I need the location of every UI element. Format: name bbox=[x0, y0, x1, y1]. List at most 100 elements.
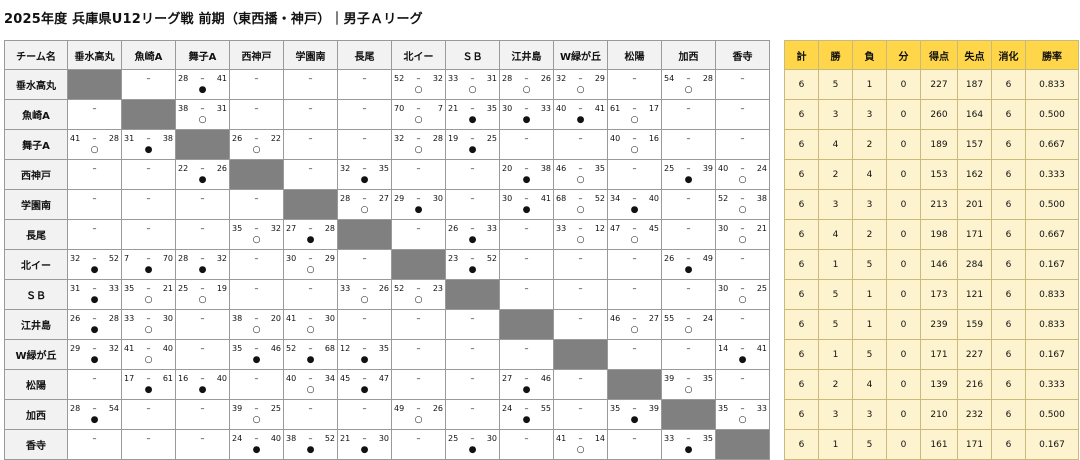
opponent-score: 55 bbox=[540, 404, 551, 413]
result-cell: – bbox=[445, 189, 500, 220]
standings-value: 153 bbox=[920, 159, 958, 190]
score-separator: – bbox=[632, 404, 637, 413]
standings-value: 187 bbox=[957, 69, 992, 100]
result-cell: – 23 52 ● bbox=[445, 249, 500, 280]
result-cell: – 30 33 ● bbox=[499, 99, 554, 130]
result-cell: – 40 34 ○ bbox=[283, 369, 338, 400]
standings-table: 計勝負分得点 失点 消化 勝率 6 5 1 0 227 187 6 0.833 6 3 3 0 260 164 6… bbox=[784, 40, 1079, 460]
result-cell: – bbox=[715, 129, 770, 160]
own-score: 35 bbox=[718, 404, 729, 413]
own-score: 33 bbox=[556, 224, 567, 233]
win-mark-icon: ○ bbox=[630, 145, 639, 155]
score-line: – 32 35 bbox=[338, 163, 391, 174]
standings-value: 2 bbox=[818, 369, 853, 400]
own-score: 35 bbox=[124, 284, 135, 293]
own-score: 54 bbox=[664, 74, 675, 83]
standings-value: 1 bbox=[818, 339, 853, 370]
win-mark-icon: ○ bbox=[738, 175, 747, 185]
row-team-name: 加西 bbox=[4, 399, 68, 430]
own-score: 22 bbox=[178, 164, 189, 173]
standings-column-header: 負 bbox=[852, 40, 887, 70]
opponent-score: 24 bbox=[702, 314, 713, 323]
standings-value: 6 bbox=[991, 249, 1026, 280]
score-separator: – bbox=[146, 284, 151, 293]
diagonal-cell bbox=[283, 189, 338, 220]
opponent-score: 7 bbox=[437, 104, 443, 113]
own-score: 23 bbox=[448, 254, 459, 263]
standings-value: 146 bbox=[920, 249, 958, 280]
no-match-dash: – bbox=[686, 224, 691, 233]
score-separator: – bbox=[200, 284, 205, 293]
no-match-dash: – bbox=[740, 314, 745, 323]
opponent-score: 23 bbox=[432, 284, 443, 293]
result-cell: – bbox=[337, 309, 392, 340]
no-match-dash: – bbox=[92, 374, 97, 383]
loss-mark-icon: ● bbox=[198, 175, 207, 185]
own-score: 27 bbox=[502, 374, 513, 383]
standings-value: 3 bbox=[818, 99, 853, 130]
opponent-score: 30 bbox=[486, 434, 497, 443]
result-cell: – 27 28 ● bbox=[283, 219, 338, 250]
opponent-score: 35 bbox=[486, 104, 497, 113]
score-separator: – bbox=[308, 374, 313, 383]
win-mark-icon: ○ bbox=[414, 415, 423, 425]
win-mark-icon: ○ bbox=[360, 205, 369, 215]
no-match-dash: – bbox=[524, 134, 529, 143]
opponent-score: 27 bbox=[378, 194, 389, 203]
score-separator: – bbox=[254, 404, 259, 413]
result-cell: – 52 68 ● bbox=[283, 339, 338, 370]
result-cell: – 12 35 ● bbox=[337, 339, 392, 370]
page-title: 2025年度 兵庫県U12リーグ戦 前期（東西播・神戸）｜男子Ａリーグ bbox=[4, 12, 423, 27]
standings-value: 0.500 bbox=[1025, 189, 1079, 220]
win-mark-icon: ○ bbox=[576, 235, 585, 245]
result-cell: – 24 40 ● bbox=[229, 429, 284, 460]
standings-value: 159 bbox=[957, 309, 992, 340]
opponent-score: 40 bbox=[270, 434, 281, 443]
loss-mark-icon: ● bbox=[198, 85, 207, 95]
opponent-score: 40 bbox=[162, 344, 173, 353]
result-cell: – 52 32 ○ bbox=[391, 69, 446, 100]
own-score: 31 bbox=[70, 284, 81, 293]
column-team-header: 西神戸 bbox=[229, 40, 284, 70]
score-line: – 38 20 bbox=[230, 313, 283, 324]
matrix-row: 舞子A – 41 28 ○ – 31 38 ● – 26 22 ○ – – – 32 28 ○ – 19 25 ● – – – 40… bbox=[4, 129, 770, 160]
result-cell: – bbox=[715, 369, 770, 400]
score-line: – 21 35 bbox=[446, 103, 499, 114]
score-separator: – bbox=[686, 164, 691, 173]
diagonal-cell bbox=[661, 399, 716, 430]
result-cell: – bbox=[391, 219, 446, 250]
column-team-header: 学園南 bbox=[283, 40, 338, 70]
score-separator: – bbox=[470, 74, 475, 83]
win-mark-icon: ○ bbox=[522, 85, 531, 95]
no-match-dash: – bbox=[200, 404, 205, 413]
score-separator: – bbox=[308, 224, 313, 233]
matrix-row: 西神戸 – – –22 26 ● – –32 35 ● – – –20 38 ● –46 35 ○ – –25 39 ● –… bbox=[4, 159, 770, 190]
opponent-score: 41 bbox=[594, 104, 605, 113]
opponent-score: 30 bbox=[432, 194, 443, 203]
diagonal-cell bbox=[337, 219, 392, 250]
standings-value: 3 bbox=[818, 189, 853, 220]
standings-column-header: 消化 bbox=[991, 40, 1026, 70]
standings-value: 6 bbox=[991, 129, 1026, 160]
result-cell: – 46 27 ○ bbox=[607, 309, 662, 340]
standings-value: 0 bbox=[886, 249, 921, 280]
win-mark-icon: ○ bbox=[144, 295, 153, 305]
score-line: – 30 33 bbox=[500, 103, 553, 114]
score-separator: – bbox=[686, 254, 691, 263]
row-team-name: 江井島 bbox=[4, 309, 68, 340]
opponent-score: 17 bbox=[648, 104, 659, 113]
own-score: 25 bbox=[448, 434, 459, 443]
own-score: 14 bbox=[718, 344, 729, 353]
result-cell: – 38 20 ○ bbox=[229, 309, 284, 340]
no-match-dash: – bbox=[632, 164, 637, 173]
standings-value: 6 bbox=[784, 99, 819, 130]
result-cell: – bbox=[391, 159, 446, 190]
opponent-score: 35 bbox=[378, 164, 389, 173]
result-cell: – 30 21 ○ bbox=[715, 219, 770, 250]
matrix-row: 北イー – 32 52 ● – 7 70 ● – 28 32 ● – – 30 29 ○ – – 23 52 ● – – – – 26… bbox=[4, 249, 770, 280]
diagonal-cell bbox=[445, 279, 500, 310]
no-match-dash: – bbox=[146, 194, 151, 203]
score-line: – 32 29 bbox=[554, 73, 607, 84]
opponent-score: 38 bbox=[162, 134, 173, 143]
opponent-score: 35 bbox=[378, 344, 389, 353]
